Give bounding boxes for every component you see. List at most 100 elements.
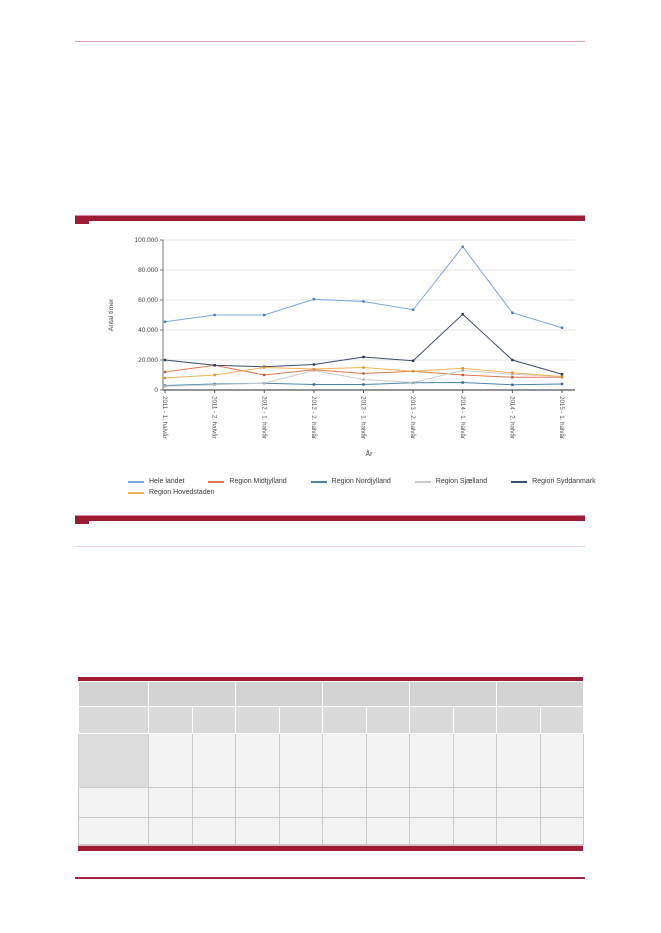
table-column-header-cell [322, 706, 367, 734]
legend-item: Region Hovedstaden [128, 489, 214, 496]
data-point [263, 313, 266, 317]
legend-item: Hele landet [128, 478, 184, 485]
table-cell [278, 817, 323, 845]
y-tick-label: 80.000 [138, 267, 158, 274]
table-row [78, 787, 584, 818]
data-point [511, 371, 514, 374]
table-cell [322, 817, 367, 845]
section-divider-bar-top [75, 215, 585, 224]
legend-label: Region Hovedstaden [149, 489, 215, 496]
legend-item: Region Syddanmark [511, 478, 596, 485]
y-axis-title: Antal timer [108, 298, 115, 331]
table-cell [409, 817, 454, 845]
table-cell [365, 787, 410, 818]
x-tick-label: 2013 - 1. halvår [360, 396, 367, 439]
legend-swatch [208, 480, 225, 483]
x-tick-label: 2014 - 2. halvår [508, 396, 515, 439]
legend-row: Hele landet Region Midtjylland Region Nord… [128, 476, 596, 487]
footer-rule [75, 877, 585, 879]
line-chart: 0 20.000 40.000 60.000 80.000 100.000 2011 - 1… [75, 224, 585, 468]
table-cell [322, 787, 367, 818]
table-row-header-cell [78, 733, 149, 788]
table-cell [409, 733, 454, 788]
y-tick-label: 20.000 [138, 357, 158, 364]
table-top-bar [78, 677, 583, 681]
table-cell [148, 787, 193, 818]
data-point [461, 245, 464, 248]
data-point [461, 313, 464, 316]
data-point [213, 364, 216, 367]
legend-swatch [128, 480, 144, 483]
table-group-header-cell [496, 681, 584, 707]
data-point [461, 369, 464, 372]
table-column-header-cell [539, 706, 584, 734]
data-table-block [78, 677, 584, 851]
table-column-header-cell [452, 706, 497, 734]
table-column-header-cell [148, 706, 193, 734]
y-tick-label: 40.000 [138, 327, 158, 334]
table-row-header-cell [78, 787, 149, 818]
data-point [213, 313, 216, 317]
mid-rule [75, 546, 585, 547]
x-axis-title: År [366, 449, 374, 458]
divider-left-tab [75, 217, 89, 224]
chart-legend: Hele landet Region Midtjylland Region Nord… [128, 476, 596, 498]
table-cell [278, 787, 323, 818]
data-point [511, 358, 514, 362]
y-tick-label: 100.000 [135, 237, 159, 244]
header-rule [75, 41, 585, 42]
legend-item: Region Sjælland [414, 478, 488, 485]
table-column-header-cell [78, 706, 149, 734]
line-chart-canvas: 0 20.000 40.000 60.000 80.000 100.000 2011 - 1… [108, 237, 575, 458]
legend-swatch [128, 491, 144, 494]
data-point [263, 366, 266, 369]
table-cell [452, 733, 497, 788]
table-cell [235, 817, 280, 845]
table-row [78, 733, 584, 788]
table-cell [539, 733, 584, 788]
data-point [312, 383, 316, 386]
data-point [263, 373, 266, 377]
table-bottom-bar [78, 845, 583, 851]
series-line-region-syddanmark [164, 313, 563, 375]
data-point [163, 320, 167, 323]
data-point [411, 370, 415, 373]
table-cell [278, 733, 323, 788]
data-point [362, 372, 365, 375]
table-cell [191, 817, 236, 845]
legend-swatch [511, 480, 528, 483]
legend-swatch [414, 480, 431, 483]
data-point [560, 375, 564, 378]
legend-item: Region Midtjylland [208, 478, 287, 485]
table-group-header-cell [409, 681, 497, 707]
data-point [213, 383, 216, 386]
data-point [163, 370, 167, 374]
data-point [511, 376, 514, 379]
table-cell [452, 817, 497, 845]
data-point [362, 366, 365, 369]
y-tick-label: 60.000 [138, 297, 158, 304]
table-column-header-cell [191, 706, 236, 734]
data-point [461, 381, 464, 384]
data-point [362, 383, 365, 386]
table-column-header-row [78, 706, 584, 734]
legend-label: Region Syddanmark [532, 478, 596, 485]
table-cell [322, 733, 367, 788]
x-tick-label: 2014 - 1. halvår [459, 396, 466, 439]
legend-label: Region Sjælland [435, 478, 488, 485]
data-point [163, 376, 167, 380]
x-tick-label: 2012 - 2. halvår [310, 396, 317, 439]
divider-left-tab [75, 517, 89, 524]
legend-swatch [310, 480, 327, 483]
data-point [312, 298, 316, 301]
data-point [263, 382, 266, 385]
series-line-hele-landet [164, 245, 563, 329]
x-tick-label: 2015 - 1. halvår [558, 396, 565, 439]
table-cell [452, 787, 497, 818]
table-column-header-cell [235, 706, 280, 734]
table-cell [148, 733, 193, 788]
data-point [560, 373, 564, 376]
table-group-header-cell [322, 681, 410, 707]
data-point [362, 378, 365, 381]
